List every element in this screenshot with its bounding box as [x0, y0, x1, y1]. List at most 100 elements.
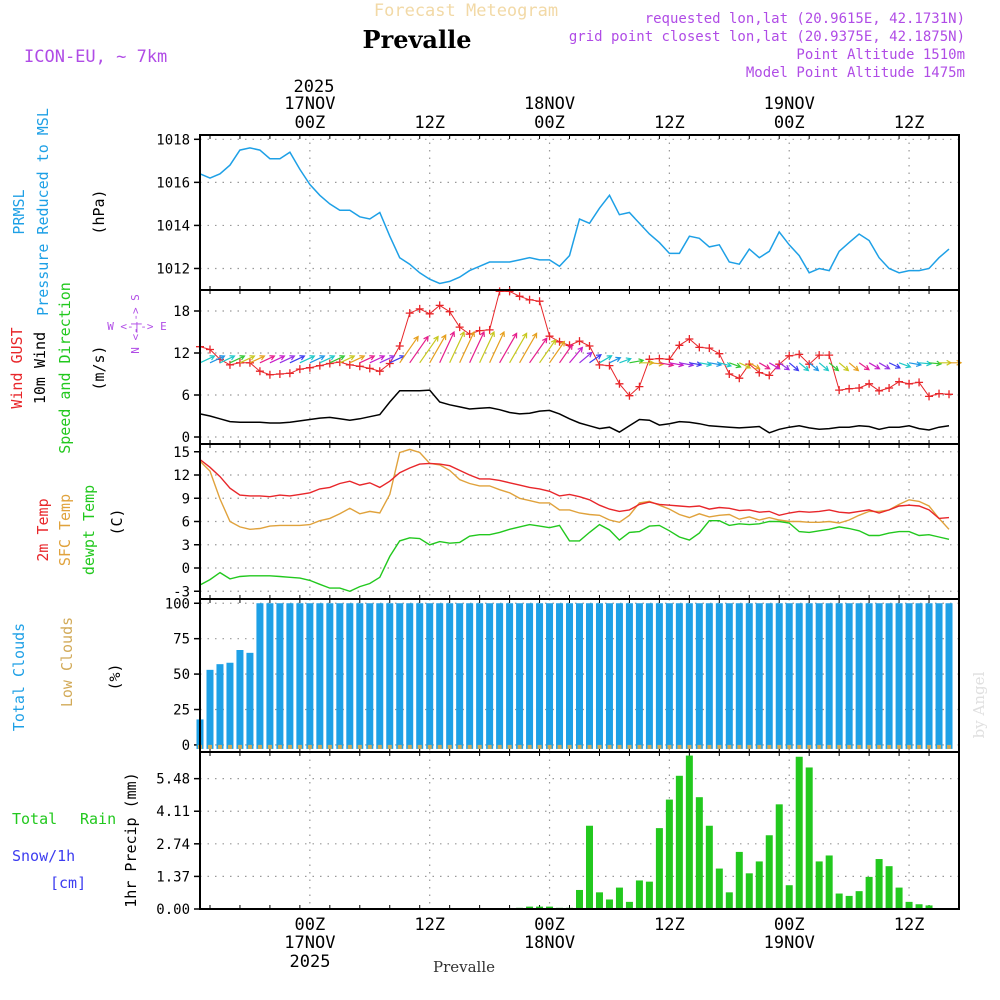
low-cloud-bar — [677, 744, 682, 749]
rain-bar — [855, 891, 863, 909]
pressure-frame — [199, 134, 960, 291]
low-cloud-bar — [767, 744, 772, 749]
wind-direction-arrow — [868, 362, 881, 370]
low-cloud-bar — [267, 744, 272, 749]
wind-gust-point — [595, 360, 604, 369]
top-time-label: 12Z — [894, 113, 925, 133]
wind-direction-arrow — [719, 362, 733, 368]
low-cloud-bar — [227, 744, 232, 749]
sfc-temp-line — [199, 448, 950, 531]
wind-gust-point — [295, 365, 304, 374]
compass-we: W <-|-> E — [107, 320, 167, 333]
precip-ytick-label: 5.48 — [156, 772, 190, 788]
wind-direction-arrow — [399, 335, 419, 364]
total-cloud-bar — [536, 603, 544, 749]
low-cloud-bar — [577, 744, 582, 749]
wind-gust-point — [485, 325, 494, 334]
top-time-label: 12Z — [414, 113, 445, 133]
low-cloud-bar — [687, 744, 692, 749]
wind-direction-arrow — [589, 354, 602, 364]
wind-direction-arrow — [459, 330, 475, 364]
temperature-ytick-label: 3 — [182, 538, 190, 554]
wind-gust-point — [645, 355, 654, 364]
wind-direction-arrow — [299, 355, 316, 364]
low-cloud-bar — [547, 744, 552, 749]
low-cloud-bar — [947, 744, 952, 749]
low-cloud-bar — [287, 744, 292, 749]
total-cloud-bar — [516, 603, 524, 749]
wind-direction-arrow — [529, 337, 548, 364]
clouds-ytick-label: 0 — [182, 738, 190, 754]
wind-direction-arrow — [709, 361, 723, 368]
wind-10m-label: 10m Wind — [31, 332, 49, 404]
low-cloud-bar — [617, 744, 622, 749]
pressure-label-1: PRMSL — [10, 189, 28, 234]
wind-direction-arrow — [888, 362, 902, 369]
wind-direction-arrow — [758, 362, 771, 370]
low-cloud-bar — [427, 744, 432, 749]
requested-coords: requested lon,lat (20.9615E, 42.1731N) — [645, 11, 965, 27]
wind-gust-point — [245, 358, 254, 367]
total-cloud-bar — [466, 603, 474, 749]
wind-direction-arrow — [908, 361, 923, 368]
bottom-time-label: 00Z — [774, 915, 805, 935]
low-cloud-bar — [817, 744, 822, 749]
low-cloud-bar — [327, 744, 332, 749]
rain-bar — [715, 868, 723, 909]
location-title: Prevalle — [363, 25, 472, 54]
rain-bar — [805, 767, 813, 909]
total-cloud-bar — [715, 603, 723, 749]
low-cloud-bar — [777, 744, 782, 749]
wind-direction-arrow — [489, 330, 505, 364]
wind-gust-point — [765, 371, 774, 380]
wind-gust-point — [275, 370, 284, 378]
low-cloud-bar — [297, 744, 302, 749]
rain-bar — [645, 881, 653, 909]
total-cloud-bar — [665, 603, 673, 749]
wind-direction-arrow — [878, 362, 891, 370]
wind-gust-point — [805, 360, 814, 369]
wind-direction-arrow — [778, 362, 791, 371]
precip-panel: 0.00 1.37 2.74 4.11 5.48 — [156, 752, 959, 918]
wind-gust-point — [305, 363, 314, 372]
total-cloud-bar — [426, 603, 434, 749]
wind-gust-point — [875, 386, 884, 395]
bottom-time-label: 00Z — [294, 915, 325, 935]
wind-gust-point — [555, 337, 564, 346]
wind-gust-point — [285, 369, 294, 378]
total-cloud-bar — [296, 603, 304, 749]
total-cloud-bar — [376, 603, 384, 749]
low-cloud-bar — [717, 744, 722, 749]
wind-gust-point — [365, 364, 374, 373]
footer-location: Prevalle — [433, 958, 495, 976]
low-cloud-bar — [837, 744, 842, 749]
wind-gust-point — [755, 368, 764, 377]
total-cloud-bar — [476, 603, 484, 749]
precip-labels: Total Rain Snow/1h [cm] 1hr Precip (mm) — [12, 772, 140, 907]
wind-gust-point — [815, 351, 824, 360]
total-cloud-bar — [276, 603, 284, 749]
wind-direction-arrow — [579, 351, 593, 364]
wind-direction-arrow — [559, 343, 573, 364]
wind-gust-point — [425, 309, 434, 318]
snow-label: Snow/1h — [12, 847, 75, 865]
wind-direction-arrow — [369, 355, 386, 364]
wind-direction-arrow — [479, 330, 495, 364]
wind-gust-point — [535, 297, 544, 306]
wind-direction-arrow — [788, 362, 800, 372]
wind-gust-point — [395, 342, 404, 350]
low-cloud-bar — [537, 744, 542, 749]
wind-gust-line — [199, 290, 950, 397]
wind-gust-point — [525, 295, 534, 304]
wind-gust-point — [685, 335, 694, 343]
low-cloud-bar — [387, 744, 392, 749]
wind-gust-point — [895, 377, 904, 386]
rain-bar — [675, 775, 683, 909]
total-cloud-bar — [266, 603, 274, 749]
low-cloud-bar — [247, 744, 252, 749]
low-cloud-bar — [887, 744, 892, 749]
wind-ytick-label: 18 — [173, 304, 190, 320]
low-cloud-bar — [557, 744, 562, 749]
